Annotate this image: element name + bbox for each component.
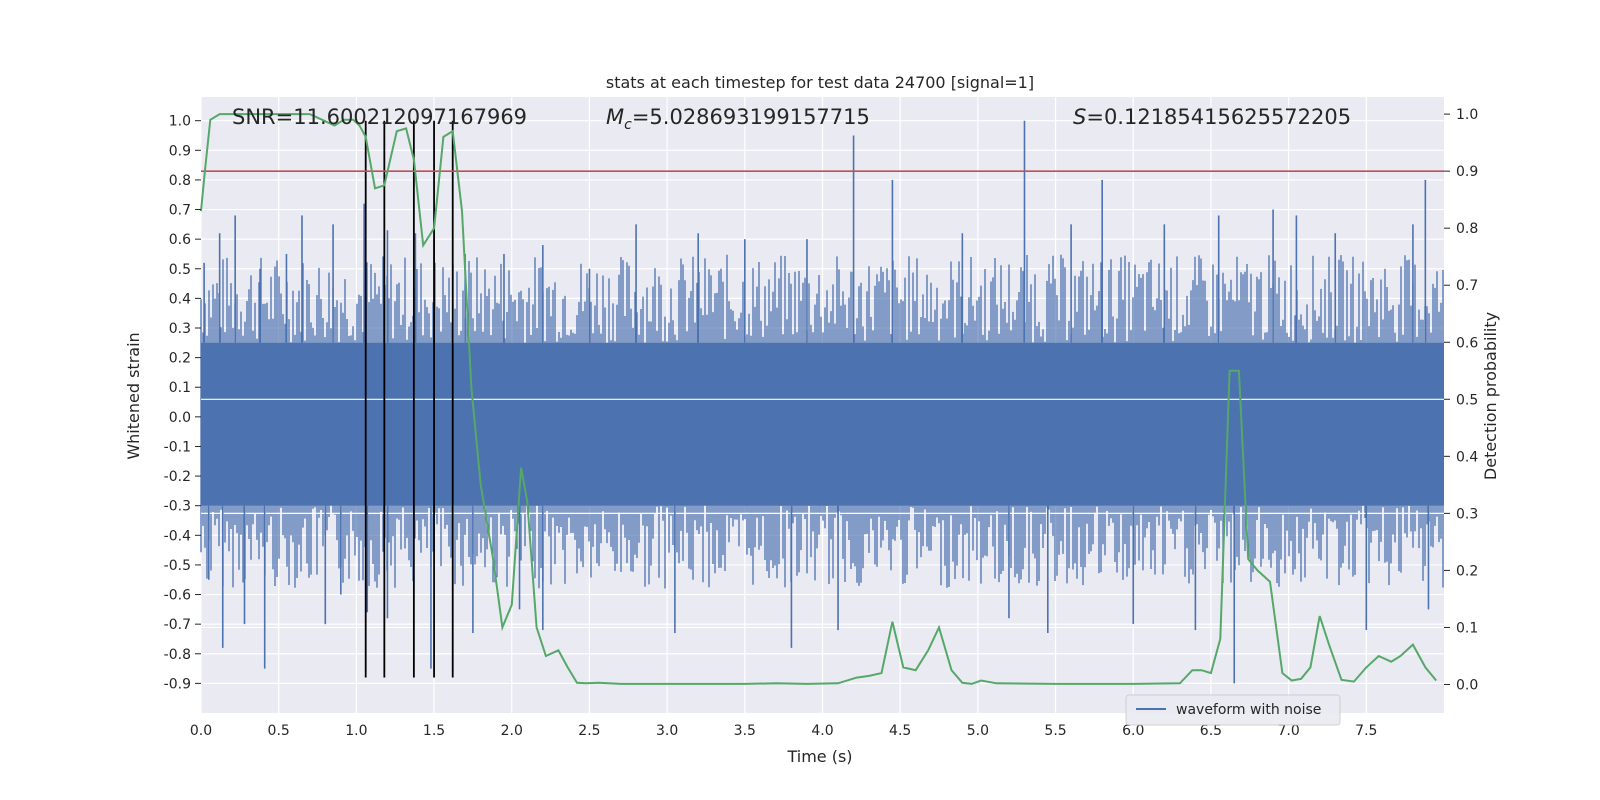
right-y-axis-label: Detection probability <box>1481 312 1500 480</box>
left-y-tick-label: 0.6 <box>169 232 191 248</box>
x-axis-label: Time (s) <box>786 747 852 766</box>
s-value: =0.12185415625572205 <box>1086 105 1351 129</box>
right-y-tick-label: 0.5 <box>1456 392 1478 408</box>
x-tick-label: 6.0 <box>1122 723 1144 739</box>
x-tick-label: 1.0 <box>345 723 367 739</box>
chirp-mass-value: =5.028693199157715 <box>632 105 870 129</box>
right-y-tick-label: 0.3 <box>1456 506 1478 522</box>
right-y-tick-label: 0.6 <box>1456 335 1478 351</box>
chirp-mass-annotation: Mc=5.028693199157715 <box>606 105 870 133</box>
left-y-tick-label: 0.7 <box>169 203 191 219</box>
event-markers <box>364 120 454 678</box>
right-y-tick-label: 1.0 <box>1456 107 1478 123</box>
left-y-tick-label: 0.2 <box>169 351 191 367</box>
left-y-ticks: 1.0 0.9 0.8 0.7 0.6 0.5 0.4 0.3 0.2 0.1 0.0 -0.1 -0.… <box>164 114 201 692</box>
left-y-tick-label: 1.0 <box>169 114 191 130</box>
left-y-tick-label: -0.9 <box>164 676 191 692</box>
chirp-mass-subscript: c <box>624 117 632 133</box>
left-y-tick-label: -0.5 <box>164 558 191 574</box>
x-tick-label: 6.5 <box>1200 723 1222 739</box>
s-annotation: S=0.12185415625572205 <box>1073 105 1351 129</box>
left-y-tick-label: -0.2 <box>164 469 191 485</box>
x-tick-label: 3.5 <box>734 723 756 739</box>
right-y-tick-label: 0.0 <box>1456 677 1478 693</box>
probability-series <box>200 113 1437 685</box>
x-tick-label: 7.5 <box>1355 723 1377 739</box>
legend-label: waveform with noise <box>1176 702 1321 718</box>
left-y-tick-label: 0.0 <box>169 410 191 426</box>
left-y-tick-label: -0.8 <box>164 647 191 663</box>
legend-box <box>1125 694 1341 726</box>
left-y-tick-label: 0.9 <box>169 143 191 159</box>
x-tick-label: 7.0 <box>1277 723 1299 739</box>
waveform-noise <box>200 254 1444 589</box>
chirp-mass-symbol: M <box>606 105 624 129</box>
right-y-tick-label: 0.4 <box>1456 449 1478 465</box>
right-y-tick-label: 0.7 <box>1456 278 1478 294</box>
legend: waveform with noise <box>1125 694 1341 726</box>
left-y-tick-label: 0.1 <box>169 380 191 396</box>
s-symbol: S <box>1073 105 1086 129</box>
left-y-tick-label: 0.8 <box>169 173 191 189</box>
chart-title: stats at each timestep for test data 247… <box>606 73 1034 92</box>
right-y-ticks: 1.0 0.9 0.8 0.7 0.6 0.5 0.4 0.3 0.2 0.1 0.0 <box>1444 107 1478 693</box>
x-tick-label: 3.0 <box>656 723 678 739</box>
right-y-tick-label: 0.2 <box>1456 563 1478 579</box>
x-tick-label: 5.5 <box>1044 723 1066 739</box>
x-tick-label: 2.0 <box>501 723 523 739</box>
x-tick-label: 0.0 <box>190 723 212 739</box>
left-y-tick-label: 0.5 <box>169 262 191 278</box>
detection-probability-line <box>200 113 1437 685</box>
left-y-tick-label: -0.4 <box>164 528 191 544</box>
left-y-tick-label: 0.3 <box>169 321 191 337</box>
snr-annotation: SNR=11.600212097167969 <box>232 105 527 129</box>
x-tick-label: 2.5 <box>578 723 600 739</box>
left-y-axis-label: Whitened strain <box>124 332 143 459</box>
left-y-tick-label: -0.1 <box>164 439 191 455</box>
right-y-tick-label: 0.8 <box>1456 221 1478 237</box>
x-tick-label: 4.0 <box>811 723 833 739</box>
left-y-tick-label: -0.7 <box>164 617 191 633</box>
right-y-tick-label: 0.9 <box>1456 164 1478 180</box>
x-tick-label: 4.5 <box>889 723 911 739</box>
left-y-tick-label: 0.4 <box>169 291 191 307</box>
waveform-spikes <box>203 120 1430 684</box>
x-tick-label: 5.0 <box>967 723 989 739</box>
left-y-tick-label: -0.3 <box>164 499 191 515</box>
x-tick-label: 0.5 <box>268 723 290 739</box>
right-y-tick-label: 0.1 <box>1456 620 1478 636</box>
left-y-tick-label: -0.6 <box>164 588 191 604</box>
x-ticks: 0.0 0.5 1.0 1.5 2.0 2.5 3.0 3.5 4.0 4.5 5.0 5.5 6.0 6… <box>190 723 1378 739</box>
x-tick-label: 1.5 <box>423 723 445 739</box>
